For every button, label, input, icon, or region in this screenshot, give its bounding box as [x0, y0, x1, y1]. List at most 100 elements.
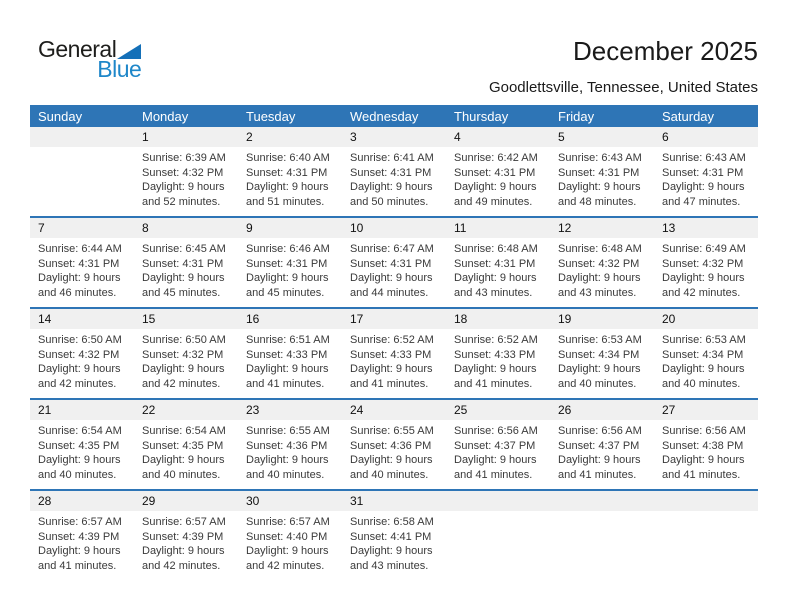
daylight-text: Daylight: 9 hours: [350, 363, 433, 375]
daylight-text: Daylight: 9 hours: [38, 545, 121, 557]
day-cell: 5 Sunrise: 6:43 AM Sunset: 4:31 PM Dayligh…: [550, 127, 654, 217]
page-subtitle: Goodlettsville, Tennessee, United States: [488, 79, 758, 96]
daylight-text: Daylight: 9 hours: [558, 363, 641, 375]
weekday-header-saturday: Saturday: [654, 105, 758, 127]
daylight-text-2: and 49 minutes.: [454, 195, 533, 208]
daylight-text: Daylight: 9 hours: [350, 454, 433, 466]
daylight-text-2: and 40 minutes.: [142, 468, 221, 481]
daylight-text: Daylight: 9 hours: [662, 454, 745, 466]
week-row: 1 Sunrise: 6:39 AM Sunset: 4:32 PM Dayligh…: [30, 127, 758, 217]
day-number: 14: [30, 310, 134, 329]
day-number: 17: [342, 310, 446, 329]
sunrise-text: Sunrise: 6:51 AM: [246, 334, 330, 346]
sunrise-text: Sunrise: 6:43 AM: [662, 152, 746, 164]
daylight-text: Daylight: 9 hours: [454, 181, 537, 193]
day-number: 13: [654, 219, 758, 238]
day-number: 18: [446, 310, 550, 329]
sunset-text: Sunset: 4:32 PM: [142, 166, 224, 179]
sunrise-text: Sunrise: 6:42 AM: [454, 152, 538, 164]
day-cell: 15 Sunrise: 6:50 AM Sunset: 4:32 PM Daylig…: [134, 307, 238, 399]
weekday-header-monday: Monday: [134, 105, 238, 127]
day-number: 3: [342, 127, 446, 147]
sunset-text: Sunset: 4:32 PM: [142, 348, 224, 361]
daylight-text-2: and 44 minutes.: [350, 286, 429, 299]
sunset-text: Sunset: 4:39 PM: [38, 530, 120, 543]
daylight-text-2: and 52 minutes.: [142, 195, 221, 208]
day-cell: [446, 489, 550, 580]
day-cell: 2 Sunrise: 6:40 AM Sunset: 4:31 PM Dayligh…: [238, 127, 342, 217]
daylight-text-2: and 40 minutes.: [558, 377, 637, 390]
sunset-text: Sunset: 4:38 PM: [662, 439, 744, 452]
sunset-text: Sunset: 4:39 PM: [142, 530, 224, 543]
daylight-text: Daylight: 9 hours: [350, 272, 433, 284]
sunset-text: Sunset: 4:37 PM: [454, 439, 536, 452]
sunset-text: Sunset: 4:31 PM: [350, 257, 432, 270]
day-number: 5: [550, 127, 654, 147]
daylight-text-2: and 48 minutes.: [558, 195, 637, 208]
sunset-text: Sunset: 4:32 PM: [662, 257, 744, 270]
day-cell: 4 Sunrise: 6:42 AM Sunset: 4:31 PM Dayligh…: [446, 127, 550, 217]
title-block: December 2025 Goodlettsville, Tennessee,…: [489, 36, 758, 96]
daylight-text: Daylight: 9 hours: [558, 181, 641, 193]
daylight-text: Daylight: 9 hours: [350, 545, 433, 557]
sunrise-text: Sunrise: 6:48 AM: [558, 243, 642, 255]
day-cell: 21 Sunrise: 6:54 AM Sunset: 4:35 PM Daylig…: [30, 398, 134, 490]
daylight-text: Daylight: 9 hours: [246, 181, 329, 193]
day-cell: 20 Sunrise: 6:53 AM Sunset: 4:34 PM Daylig…: [654, 307, 758, 399]
day-cell: 3 Sunrise: 6:41 AM Sunset: 4:31 PM Dayligh…: [342, 127, 446, 217]
day-cell: 24 Sunrise: 6:55 AM Sunset: 4:36 PM Daylig…: [342, 398, 446, 490]
sunrise-text: Sunrise: 6:50 AM: [38, 334, 122, 346]
sunset-text: Sunset: 4:33 PM: [350, 348, 432, 361]
day-cell: 8 Sunrise: 6:45 AM Sunset: 4:31 PM Dayligh…: [134, 216, 238, 308]
day-cell: 13 Sunrise: 6:49 AM Sunset: 4:32 PM Daylig…: [654, 216, 758, 308]
daylight-text-2: and 47 minutes.: [662, 195, 741, 208]
sunrise-text: Sunrise: 6:41 AM: [350, 152, 434, 164]
daylight-text: Daylight: 9 hours: [38, 454, 121, 466]
day-cell: 25 Sunrise: 6:56 AM Sunset: 4:37 PM Daylig…: [446, 398, 550, 490]
daylight-text: Daylight: 9 hours: [662, 181, 745, 193]
sunset-text: Sunset: 4:31 PM: [142, 257, 224, 270]
daylight-text-2: and 45 minutes.: [246, 286, 325, 299]
weekday-header-friday: Friday: [550, 105, 654, 127]
day-cell: 28 Sunrise: 6:57 AM Sunset: 4:39 PM Daylig…: [30, 489, 134, 580]
daylight-text-2: and 41 minutes.: [558, 468, 637, 481]
sunrise-text: Sunrise: 6:55 AM: [246, 425, 330, 437]
day-number: 10: [342, 219, 446, 238]
sunset-text: Sunset: 4:34 PM: [662, 348, 744, 361]
sunset-text: Sunset: 4:31 PM: [558, 166, 640, 179]
day-number: [550, 492, 654, 511]
daylight-text-2: and 42 minutes.: [142, 559, 221, 572]
sunrise-text: Sunrise: 6:44 AM: [38, 243, 122, 255]
sunrise-text: Sunrise: 6:54 AM: [142, 425, 226, 437]
sunset-text: Sunset: 4:31 PM: [246, 257, 328, 270]
daylight-text: Daylight: 9 hours: [662, 363, 745, 375]
day-number: 8: [134, 219, 238, 238]
daylight-text: Daylight: 9 hours: [558, 454, 641, 466]
blue-triangle-icon: [117, 44, 142, 59]
day-cell: 7 Sunrise: 6:44 AM Sunset: 4:31 PM Dayligh…: [30, 216, 134, 308]
sunset-text: Sunset: 4:31 PM: [246, 166, 328, 179]
sunrise-text: Sunrise: 6:57 AM: [38, 516, 122, 528]
day-cell: 9 Sunrise: 6:46 AM Sunset: 4:31 PM Dayligh…: [238, 216, 342, 308]
sunset-text: Sunset: 4:33 PM: [454, 348, 536, 361]
sunrise-text: Sunrise: 6:43 AM: [558, 152, 642, 164]
daylight-text: Daylight: 9 hours: [246, 363, 329, 375]
sunrise-text: Sunrise: 6:46 AM: [246, 243, 330, 255]
weekday-header-wednesday: Wednesday: [342, 105, 446, 127]
day-cell: 6 Sunrise: 6:43 AM Sunset: 4:31 PM Dayligh…: [654, 127, 758, 217]
day-cell: 18 Sunrise: 6:52 AM Sunset: 4:33 PM Daylig…: [446, 307, 550, 399]
daylight-text: Daylight: 9 hours: [38, 363, 121, 375]
sunset-text: Sunset: 4:40 PM: [246, 530, 328, 543]
daylight-text-2: and 43 minutes.: [350, 559, 429, 572]
day-number: 22: [134, 401, 238, 420]
daylight-text-2: and 50 minutes.: [350, 195, 429, 208]
day-number: 25: [446, 401, 550, 420]
sunrise-text: Sunrise: 6:53 AM: [558, 334, 642, 346]
daylight-text: Daylight: 9 hours: [454, 363, 537, 375]
sunset-text: Sunset: 4:35 PM: [38, 439, 120, 452]
day-cell: 11 Sunrise: 6:48 AM Sunset: 4:31 PM Daylig…: [446, 216, 550, 308]
sunrise-text: Sunrise: 6:56 AM: [558, 425, 642, 437]
week-row: 14 Sunrise: 6:50 AM Sunset: 4:32 PM Daylig…: [30, 307, 758, 399]
daylight-text-2: and 42 minutes.: [142, 377, 221, 390]
day-cell: 19 Sunrise: 6:53 AM Sunset: 4:34 PM Daylig…: [550, 307, 654, 399]
